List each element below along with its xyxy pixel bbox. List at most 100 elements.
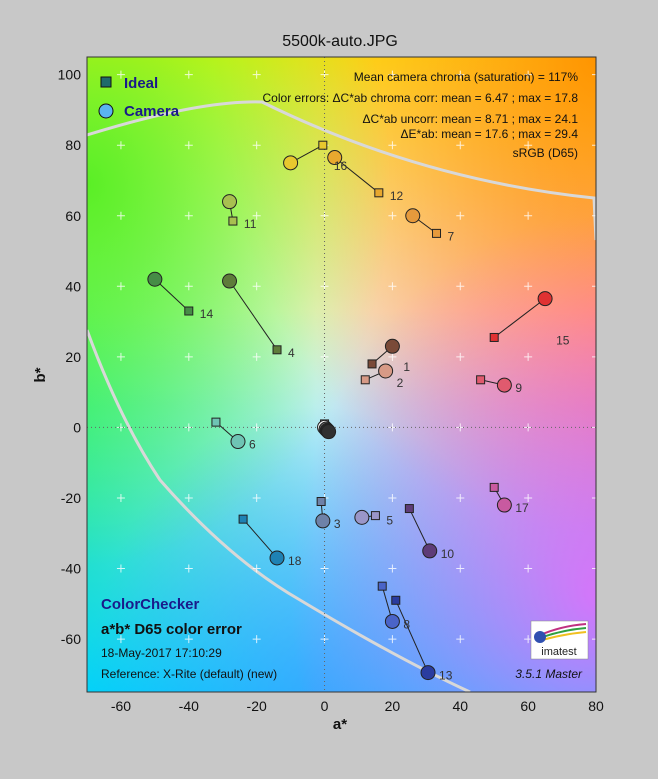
caption-reference: Reference: X-Rite (default) (new): [101, 667, 277, 681]
caption-block: ColorChecker a*b* D65 color error 18-May…: [101, 596, 277, 681]
grid-mark: [524, 564, 533, 573]
x-tick-label: 60: [520, 698, 536, 714]
zero-axis-lines: [87, 57, 596, 692]
patch-label-9: 9: [515, 381, 522, 395]
error-line-12: [334, 157, 380, 194]
grid-mark: [116, 493, 125, 502]
x-tick-label: 40: [452, 698, 468, 714]
x-tick-label: 0: [321, 698, 329, 714]
y-tick-label: 40: [65, 278, 81, 294]
x-tick-label: -40: [179, 698, 199, 714]
legend-camera-swatch: [98, 103, 114, 119]
patch-label-4: 4: [288, 346, 295, 360]
error-line-14: [154, 278, 190, 312]
grid-mark: [184, 352, 193, 361]
patch-label-5: 5: [386, 513, 393, 527]
caption-date: 18-May-2017 17:10:29: [101, 646, 222, 660]
grid-mark: [592, 211, 596, 220]
grid-mark: [456, 423, 465, 432]
y-tick-label: -20: [61, 490, 81, 506]
grid-mark: [252, 282, 261, 291]
grid: [116, 70, 596, 644]
grid-mark: [524, 352, 533, 361]
y-tick-label: 60: [65, 208, 81, 224]
ideal-point-8: [377, 581, 387, 591]
ideal-point-1: [367, 359, 377, 369]
ideal-point-16: [318, 140, 328, 150]
camera-point-16: [283, 155, 299, 171]
info-delta-e: ΔE*ab: mean = 17.6 ; max = 29.4: [401, 127, 579, 141]
grid-mark: [388, 141, 397, 150]
grid-mark: [524, 423, 533, 432]
patch-label-14: 14: [200, 307, 214, 321]
patch-label-12: 12: [390, 189, 404, 203]
ideal-point-13: [391, 595, 401, 605]
legend-ideal-swatch: [100, 76, 112, 88]
y-tick-label: 20: [65, 349, 81, 365]
x-axis-label: a*: [333, 716, 347, 733]
camera-point-6: [230, 434, 246, 450]
ideal-point-7: [432, 228, 442, 238]
ideal-point-6: [211, 417, 221, 427]
grid-mark: [524, 282, 533, 291]
error-line-13: [395, 600, 429, 673]
chart-title: 5500k-auto.JPG: [282, 33, 398, 50]
camera-point-8: [384, 613, 400, 629]
grid-mark: [252, 493, 261, 502]
patch-label-8: 8: [403, 617, 410, 631]
logo-text: imatest: [541, 646, 576, 658]
camera-point-17: [496, 497, 512, 513]
grid-mark: [388, 211, 397, 220]
x-tick-label: -60: [111, 698, 131, 714]
camera-point-7: [405, 208, 421, 224]
y-tick-label: -40: [61, 561, 81, 577]
y-tick-label: 0: [73, 419, 81, 435]
grid-mark: [252, 141, 261, 150]
camera-point-5: [354, 509, 370, 525]
info-block: Mean camera chroma (saturation) = 117% C…: [263, 70, 579, 160]
imatest-logo: imatest: [530, 620, 589, 660]
ideal-point-15: [489, 332, 499, 342]
patch-label-17: 17: [515, 501, 529, 515]
x-tick-label: 20: [385, 698, 401, 714]
legend: Ideal Camera: [98, 75, 180, 120]
grid-mark: [116, 282, 125, 291]
legend-camera-label: Camera: [124, 103, 180, 120]
grid-mark: [184, 141, 193, 150]
grid-mark: [252, 352, 261, 361]
ideal-point-10: [404, 504, 414, 514]
grid-mark: [592, 282, 596, 291]
patch-label-15: 15: [556, 333, 570, 347]
grid-mark: [524, 70, 533, 79]
grid-mark: [456, 564, 465, 573]
y-tick-label: -60: [61, 631, 81, 647]
grid-mark: [592, 423, 596, 432]
grid-mark: [252, 70, 261, 79]
ideal-point-12: [374, 188, 384, 198]
error-line-18: [242, 518, 278, 559]
patch-label-7: 7: [448, 229, 455, 243]
ideal-point-14: [184, 306, 194, 316]
patch-label-1: 1: [403, 360, 410, 374]
camera-markers: [147, 150, 553, 681]
ideal-point-2: [360, 375, 370, 385]
gamut-boundary: [87, 100, 596, 692]
camera-point-14: [147, 271, 163, 287]
legend-ideal-label: Ideal: [124, 75, 158, 92]
grid-mark: [184, 635, 193, 644]
grid-mark: [456, 211, 465, 220]
caption-title: ColorChecker: [101, 596, 200, 613]
camera-point-2: [378, 363, 394, 379]
grid-mark: [388, 282, 397, 291]
grid-mark: [456, 352, 465, 361]
error-line-10: [408, 508, 431, 552]
ideal-point-9: [476, 375, 486, 385]
info-chroma-corr: Color errors: ΔC*ab chroma corr: mean = …: [263, 91, 579, 105]
grid-mark: [388, 493, 397, 502]
grid-mark: [592, 141, 596, 150]
x-tick-labels: -60 -40 -20 0 20 40 60 80: [111, 698, 604, 714]
grid-mark: [456, 70, 465, 79]
